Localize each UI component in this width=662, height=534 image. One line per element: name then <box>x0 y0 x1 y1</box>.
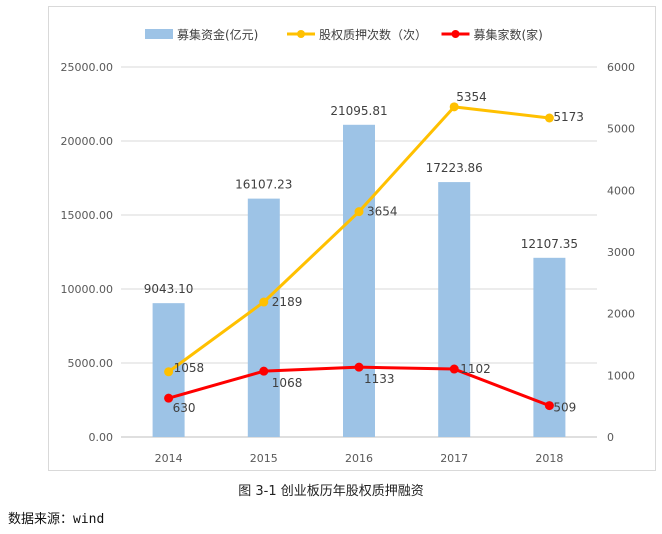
line-value-label: 1068 <box>272 376 303 390</box>
line-value-label: 509 <box>553 401 576 415</box>
y-right-tick-label: 2000 <box>607 308 635 321</box>
legend-label: 募集资金(亿元) <box>177 27 258 42</box>
series-point <box>164 367 174 377</box>
bar <box>438 182 471 437</box>
series-point <box>259 366 269 376</box>
y-left-tick-label: 0.00 <box>89 431 114 444</box>
y-left-tick-label: 25000.00 <box>61 61 114 74</box>
x-tick-label: 2014 <box>155 452 183 465</box>
y-left-tick-label: 15000.00 <box>61 209 114 222</box>
legend-label: 股权质押次数（次） <box>319 27 427 42</box>
source-label: 数据来源： <box>8 512 74 527</box>
series-point <box>449 102 459 112</box>
line-value-label: 1133 <box>364 372 395 386</box>
series-point <box>354 207 364 217</box>
y-right-tick-label: 5000 <box>607 123 635 136</box>
line-value-label: 3654 <box>367 205 398 219</box>
series-point <box>449 364 459 374</box>
y-right-tick-label: 3000 <box>607 246 635 259</box>
series-point <box>544 401 554 411</box>
source-value: wind <box>73 512 105 527</box>
y-right-tick-label: 0 <box>607 431 614 444</box>
legend-swatch-marker <box>297 30 305 38</box>
chart-frame: 0.00 5000.00 10000.00 15000.00 20000.00 25000… <box>48 6 656 471</box>
x-tick-label: 2015 <box>250 452 278 465</box>
y-left-tick-label: 20000.00 <box>61 135 114 148</box>
x-tick-label: 2017 <box>440 452 468 465</box>
x-tick-label: 2016 <box>345 452 373 465</box>
bar-value-label: 16107.23 <box>235 178 292 192</box>
y-right-tick-label: 4000 <box>607 184 635 197</box>
chart: 0.00 5000.00 10000.00 15000.00 20000.00 25000… <box>61 27 636 465</box>
series-point <box>544 113 554 123</box>
series-point <box>164 393 174 403</box>
figure-caption: 图 3-1 创业板历年股权质押融资 <box>238 484 424 499</box>
line-value-label: 1102 <box>460 362 491 376</box>
bar-value-label: 17223.86 <box>426 161 483 175</box>
y-left-tick-label: 10000.00 <box>61 283 114 296</box>
line-value-label: 630 <box>173 401 196 415</box>
bar <box>247 198 280 437</box>
line-value-label: 5173 <box>553 110 584 124</box>
legend-swatch-marker <box>451 30 460 38</box>
y-right-tick-label: 1000 <box>607 369 635 382</box>
bar <box>343 124 375 437</box>
bar-value-label: 9043.10 <box>144 282 194 296</box>
series-point <box>354 362 364 372</box>
y-right-tick-label: 6000 <box>607 61 635 74</box>
x-tick-label: 2018 <box>535 452 563 465</box>
source-note: 数据来源：wind <box>8 508 104 527</box>
line-value-label: 1058 <box>174 361 205 375</box>
bar-value-label: 21095.81 <box>330 104 387 118</box>
y-left-tick-label: 5000.00 <box>68 357 114 370</box>
line-value-label: 2189 <box>272 295 303 309</box>
legend-swatch-bar <box>145 29 173 39</box>
legend-label: 募集家数(家) <box>474 27 543 42</box>
bar-value-label: 12107.35 <box>521 237 578 251</box>
series-point <box>259 297 269 307</box>
line-value-label: 5354 <box>456 90 487 104</box>
